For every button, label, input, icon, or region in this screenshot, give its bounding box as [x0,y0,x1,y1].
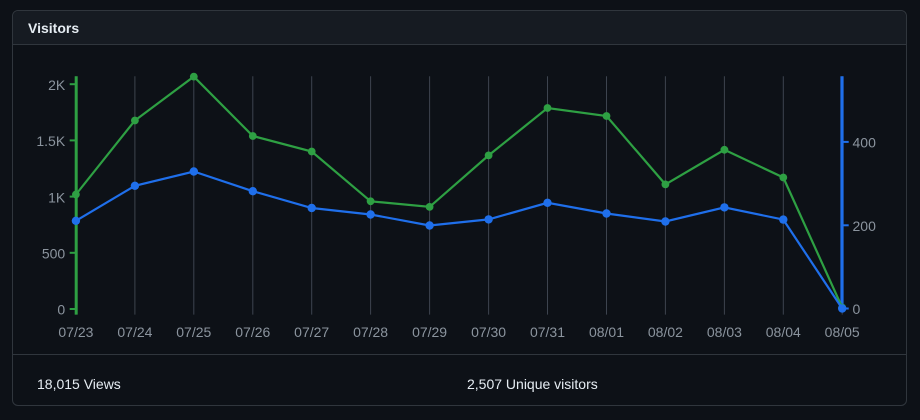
svg-text:1K: 1K [48,189,66,205]
svg-text:08/04: 08/04 [766,324,801,340]
svg-text:08/03: 08/03 [707,324,742,340]
svg-text:500: 500 [42,246,66,262]
svg-text:07/23: 07/23 [58,324,93,340]
svg-text:0: 0 [853,301,861,317]
svg-text:08/01: 08/01 [589,324,624,340]
svg-text:400: 400 [853,135,877,151]
svg-text:07/29: 07/29 [412,324,447,340]
svg-text:07/27: 07/27 [294,324,329,340]
svg-text:07/25: 07/25 [176,324,211,340]
svg-text:08/02: 08/02 [648,324,683,340]
svg-text:07/26: 07/26 [235,324,270,340]
svg-text:1.5K: 1.5K [36,133,65,149]
svg-text:200: 200 [853,218,877,234]
svg-text:08/05: 08/05 [825,324,860,340]
svg-text:07/30: 07/30 [471,324,506,340]
svg-text:0: 0 [57,302,65,318]
svg-text:07/28: 07/28 [353,324,388,340]
svg-text:2K: 2K [48,77,66,93]
svg-text:07/24: 07/24 [117,324,152,340]
svg-text:07/31: 07/31 [530,324,565,340]
